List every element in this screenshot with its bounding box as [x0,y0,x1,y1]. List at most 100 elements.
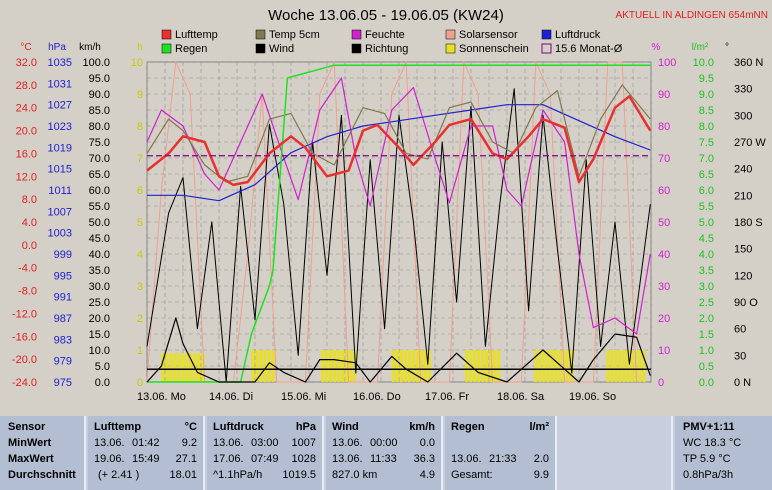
rain-tick: 9.0 [699,89,714,101]
sunshine-bar [411,350,415,382]
wind-tick: 45.0 [89,233,110,245]
rain-tick: 7.5 [699,137,714,149]
sunshine-bar [391,350,395,382]
legend-label: Feuchte [365,29,405,41]
wind-tick: 50.0 [89,217,110,229]
wind-min-date: 13.06. [332,437,363,449]
x-tick-label: 13.06. Mo [137,391,186,403]
sun-tick: 6 [137,185,143,197]
humidity-tick: 30 [658,281,670,293]
regen-max-time: 21:33 [489,453,517,465]
regen-max-date: 13.06. [451,453,482,465]
direction-tick: 210 [734,190,752,202]
statistics-table: Sensor MinWert MaxWert Durchschnitt Luft… [0,416,772,490]
humidity-tick: 100 [658,57,676,69]
pressure-tick: 1027 [48,100,72,112]
legend-swatch [445,29,456,40]
wind-tick: 80.0 [89,121,110,133]
sun-tick: 7 [137,153,143,165]
temp-tick: 0.0 [22,240,37,252]
sunshine-bar [554,350,558,382]
lufttemp-min-time: 01:42 [132,437,160,449]
temp-tick: -4.0 [18,263,37,275]
wind-distance: 827.0 km [332,469,378,481]
sunshine-bar [546,350,550,382]
sunshine-bar [610,350,614,382]
luftdruck-max-date: 17.06. [213,453,244,465]
sunshine-bar [201,353,205,382]
wind-max-date: 13.06. [332,453,363,465]
legend-swatch [161,43,172,54]
sunshine-bar [267,350,271,382]
sunshine-bar [465,350,469,382]
legend-swatch [255,29,266,40]
sunshine-bar [626,350,630,382]
rain-tick: 6.0 [699,185,714,197]
sunshine-bar [423,350,427,382]
sunshine-bar [630,350,634,382]
direction-tick: 150 [734,244,752,256]
x-tick-label: 15.06. Mi [281,391,326,403]
temp-tick: 4.0 [22,217,37,229]
sunshine-bar [473,350,477,382]
dewpoint-value: TP 5.9 °C [683,453,731,465]
luftdruck-unit: hPa [295,421,316,433]
humidity-tick: 60 [658,185,670,197]
rain-tick: 0.0 [699,377,714,389]
wind-column: Wind km/h 13.06. 00:00 0.0 13.06. 11:33 … [326,416,443,490]
wind-tick: 40.0 [89,249,110,261]
lufttemp-line [146,95,652,187]
temp-tick: 20.0 [16,126,37,138]
sun-tick: 10 [131,57,143,69]
wind-tick: 15.0 [89,329,110,341]
pressure-tick: 1019 [48,142,72,154]
axis-unit-label: km/h [79,42,101,53]
rain-tick: 2.0 [699,313,714,325]
humidity-tick: 0 [658,377,664,389]
rain-tick: 0.5 [699,361,714,373]
luftdruck-max-time: 07:49 [251,453,279,465]
wind-tick: 55.0 [89,201,110,213]
sunshine-bar [189,353,193,382]
sunshine-bar [337,350,341,382]
sunshine-bar [353,350,357,382]
weather-week-chart: Woche 13.06.05 - 19.06.05 (KW24) AKTUELL … [12,7,768,403]
axis-unit-label: °C [20,42,31,53]
rain-tick: 8.0 [699,121,714,133]
direction-tick: 60 [734,324,746,336]
sunshine-bar [181,353,185,382]
rain-tick: 10.0 [693,57,714,69]
humidity-tick: 80 [658,121,670,133]
sun-tick: 8 [137,121,143,133]
pressure-tick: 995 [54,270,72,282]
sunshine-bar [481,350,485,382]
lufttemp-head: Lufttemp [94,421,142,433]
lufttemp-max-date: 19.06. [94,453,125,465]
pressure-tick: 979 [54,356,72,368]
legend-swatch [351,43,362,54]
lufttemp-column: Lufttemp °C 13.06. 01:42 9.2 19.06. 15:4… [88,416,205,490]
pmv-head: PMV+1:11 [683,421,735,433]
sunshine-bar [407,350,411,382]
pressure-trend-value: 0.8hPa/3h [683,469,734,481]
empty-column [559,416,673,490]
feuchte-line [146,77,651,335]
luftdruck-min-time: 03:00 [251,437,279,449]
wind-tick: 65.0 [89,169,110,181]
axis-unit-label: h [137,42,143,53]
lufttemp-trend: (+ 2.41 ) [98,469,140,481]
pressure-tick: 991 [54,292,72,304]
axis-unit-label: hPa [48,42,66,53]
wind-tick: 75.0 [89,137,110,149]
direction-tick: 240 [734,164,752,176]
humidity-tick: 10 [658,345,670,357]
legend-label: Sonnenschein [459,43,529,55]
wind-tick: 95.0 [89,73,110,85]
pressure-tick: 983 [54,334,72,346]
sunshine-bar [419,350,423,382]
pressure-tick: 975 [54,377,72,389]
direction-tick: 180 S [734,217,763,229]
temp-tick: -16.0 [12,331,37,343]
sun-tick: 1 [137,345,143,357]
sunshine-bar [185,353,189,382]
